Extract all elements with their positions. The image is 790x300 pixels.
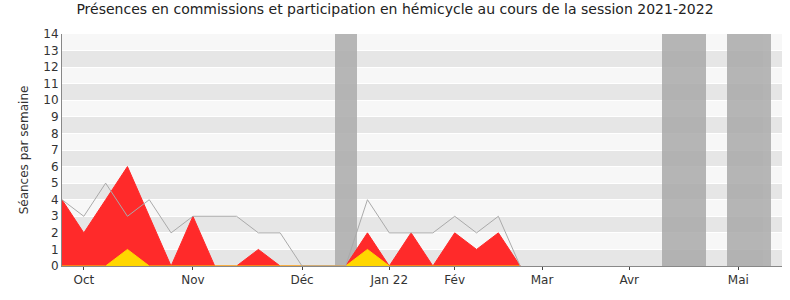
svg-text:10: 10 <box>43 93 58 107</box>
svg-text:0: 0 <box>51 259 59 273</box>
svg-text:Jan 22: Jan 22 <box>369 273 408 287</box>
svg-text:12: 12 <box>43 60 58 74</box>
svg-text:Oct: Oct <box>73 273 94 287</box>
svg-text:9: 9 <box>51 110 59 124</box>
svg-text:5: 5 <box>51 176 59 190</box>
svg-text:3: 3 <box>51 209 59 223</box>
svg-text:13: 13 <box>43 44 58 58</box>
svg-text:Déc: Déc <box>290 273 313 287</box>
svg-text:11: 11 <box>43 77 58 91</box>
svg-text:Séances par semaine: Séances par semaine <box>17 86 31 215</box>
svg-text:Mai: Mai <box>728 273 749 287</box>
svg-text:Avr: Avr <box>619 273 639 287</box>
svg-text:Mar: Mar <box>531 273 554 287</box>
svg-text:Présences en commissions et pa: Présences en commissions et participatio… <box>76 1 713 17</box>
svg-text:Fév: Fév <box>444 273 465 287</box>
svg-text:7: 7 <box>51 143 59 157</box>
svg-text:4: 4 <box>51 193 59 207</box>
svg-text:1: 1 <box>51 243 59 257</box>
svg-text:14: 14 <box>43 27 58 41</box>
svg-text:2: 2 <box>51 226 59 240</box>
svg-text:8: 8 <box>51 127 59 141</box>
svg-text:6: 6 <box>51 160 59 174</box>
svg-text:Nov: Nov <box>181 273 204 287</box>
